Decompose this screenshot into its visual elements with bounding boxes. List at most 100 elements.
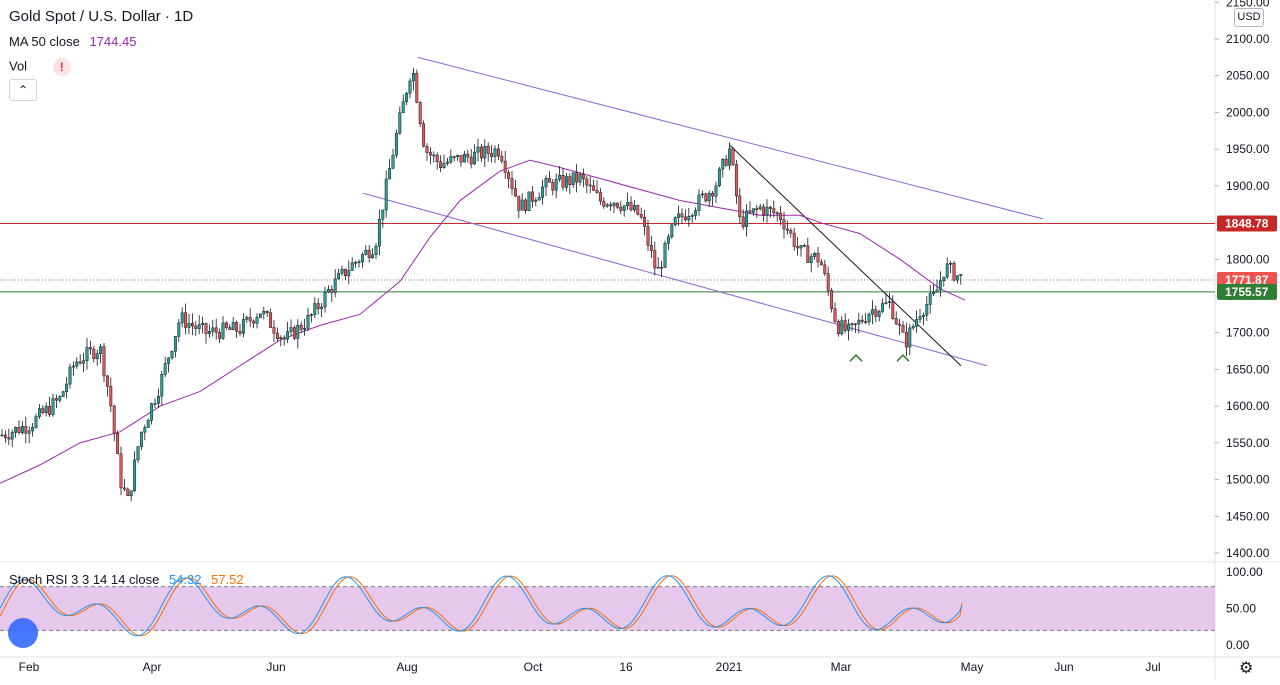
candle-body <box>751 208 755 213</box>
candle-body <box>184 312 188 328</box>
candle-body <box>401 101 405 114</box>
price-tick-label: 1450.00 <box>1226 509 1270 523</box>
candle-body <box>881 303 885 312</box>
candle-body <box>853 323 857 326</box>
candle-body <box>156 395 160 404</box>
gear-icon[interactable]: ⚙ <box>1239 660 1254 677</box>
candle-body <box>942 276 946 282</box>
candle-body <box>41 408 45 414</box>
candle-body <box>666 236 670 244</box>
candle-body <box>847 323 851 331</box>
candle-body <box>286 331 290 340</box>
candle-body <box>105 375 109 387</box>
candle-body <box>541 186 545 198</box>
time-tick-label: 16 <box>619 660 633 674</box>
candle-body <box>911 326 915 329</box>
warning-icon[interactable]: ! <box>52 58 71 76</box>
double-bottom-marker <box>896 354 910 362</box>
price-tick-label: 1600.00 <box>1226 399 1270 413</box>
candle-body <box>360 254 364 263</box>
candle-body <box>119 453 123 489</box>
candle-body <box>133 459 137 491</box>
candle-body <box>568 176 572 185</box>
candle-body <box>850 323 854 326</box>
candle-body <box>146 420 150 428</box>
candle-body <box>843 320 847 331</box>
candle-body <box>367 249 371 259</box>
candle-body <box>656 266 660 269</box>
candle-body <box>585 178 589 186</box>
candle-body <box>177 322 181 337</box>
time-tick-label: Aug <box>396 660 417 674</box>
candle-body <box>364 249 368 255</box>
price-tick-label: 1400.00 <box>1226 546 1270 560</box>
collapse-legend-button[interactable]: ⌃ <box>9 79 37 101</box>
candle-body <box>415 73 419 103</box>
candle-body <box>571 172 575 185</box>
candle-body <box>439 161 443 168</box>
candle-body <box>707 192 711 202</box>
candle-body <box>384 178 388 211</box>
tradingview-logo-icon[interactable] <box>8 618 38 648</box>
candle-body <box>806 245 810 263</box>
candle-body <box>949 263 953 265</box>
candle-body <box>428 152 432 156</box>
candle-body <box>935 289 939 293</box>
candle-body <box>500 155 504 162</box>
candle-body <box>595 190 599 193</box>
candle-body <box>388 168 392 180</box>
candle-body <box>775 212 779 215</box>
candle-body <box>782 219 786 230</box>
time-tick-label: Oct <box>524 660 543 674</box>
time-tick-label: Mar <box>831 660 852 674</box>
candle-body <box>88 347 92 350</box>
candle-body <box>833 308 837 322</box>
candle-body <box>170 350 174 359</box>
candle-body <box>687 216 691 221</box>
channel-bottom-line <box>362 192 988 367</box>
candle-body <box>320 306 324 309</box>
candle-body <box>867 313 871 323</box>
ma-value: 1744.45 <box>89 34 137 49</box>
candle-body <box>163 363 167 375</box>
candle-body <box>507 172 511 179</box>
price-tick-label: 1500.00 <box>1226 473 1270 487</box>
candle-body <box>82 360 86 364</box>
candle-body <box>51 398 55 415</box>
ma-legend: MA 50 close 1744.45 <box>9 34 136 49</box>
candle-body <box>27 430 31 434</box>
candle-body <box>578 174 582 183</box>
candle-body <box>326 288 330 293</box>
channel-top-line <box>417 56 1044 220</box>
currency-badge[interactable]: USD <box>1234 8 1264 27</box>
candle-body <box>432 154 436 157</box>
candle-body <box>704 193 708 202</box>
candle-body <box>952 263 956 281</box>
candle-body <box>836 321 840 335</box>
candle-body <box>813 252 817 257</box>
time-tick-label: 2021 <box>716 660 743 674</box>
candle-body <box>377 218 381 247</box>
candle-body <box>680 213 684 218</box>
candle-body <box>224 322 228 328</box>
candle-body <box>748 210 752 213</box>
candle-body <box>904 331 908 348</box>
candle-body <box>126 488 130 496</box>
candle-body <box>558 174 562 180</box>
candle-body <box>768 206 772 209</box>
stoch-tick-label: 50.00 <box>1226 602 1256 616</box>
candle-body <box>10 432 14 440</box>
candle-body <box>496 148 500 157</box>
candle-body <box>588 184 592 187</box>
candle-body <box>139 431 143 447</box>
candle-body <box>238 330 242 334</box>
candle-body <box>677 213 681 218</box>
candle-body <box>116 432 120 455</box>
stoch-label: Stoch RSI 3 3 14 14 close <box>9 572 160 587</box>
candle-body <box>823 264 827 274</box>
candle-body <box>449 156 453 163</box>
candle-body <box>857 319 861 325</box>
candle-body <box>714 185 718 197</box>
